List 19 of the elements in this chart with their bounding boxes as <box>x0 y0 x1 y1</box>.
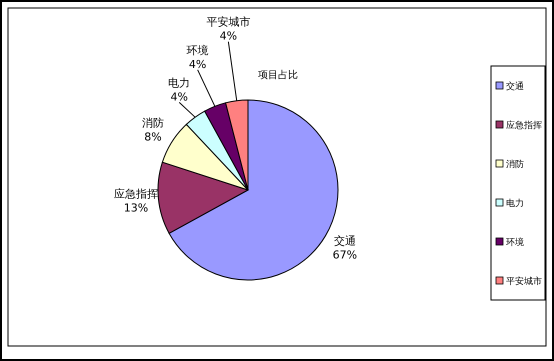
legend-label: 应急指挥 <box>506 120 542 131</box>
legend-label: 消防 <box>506 159 524 170</box>
slice-label: 平安城市 <box>206 16 250 29</box>
slice-label: 环境 <box>186 44 209 57</box>
data-label: 13% <box>124 202 148 215</box>
legend-label: 电力 <box>506 198 524 209</box>
slice-label: 交通 <box>334 234 356 248</box>
legend-label: 平安城市 <box>506 276 542 287</box>
text: 项目占比 <box>258 69 298 81</box>
data-label: 4% <box>188 58 206 71</box>
slice-label: 消防 <box>142 116 164 130</box>
legend-label: 环境 <box>506 237 524 248</box>
slice-label: 应急指挥 <box>114 188 158 201</box>
data-label: 4% <box>170 90 188 104</box>
slice-label: 电力 <box>168 76 190 90</box>
data-label: 4% <box>220 30 238 43</box>
legend-label: 交通 <box>506 81 524 92</box>
data-label: 67% <box>332 248 358 262</box>
data-label: 8% <box>144 130 162 144</box>
